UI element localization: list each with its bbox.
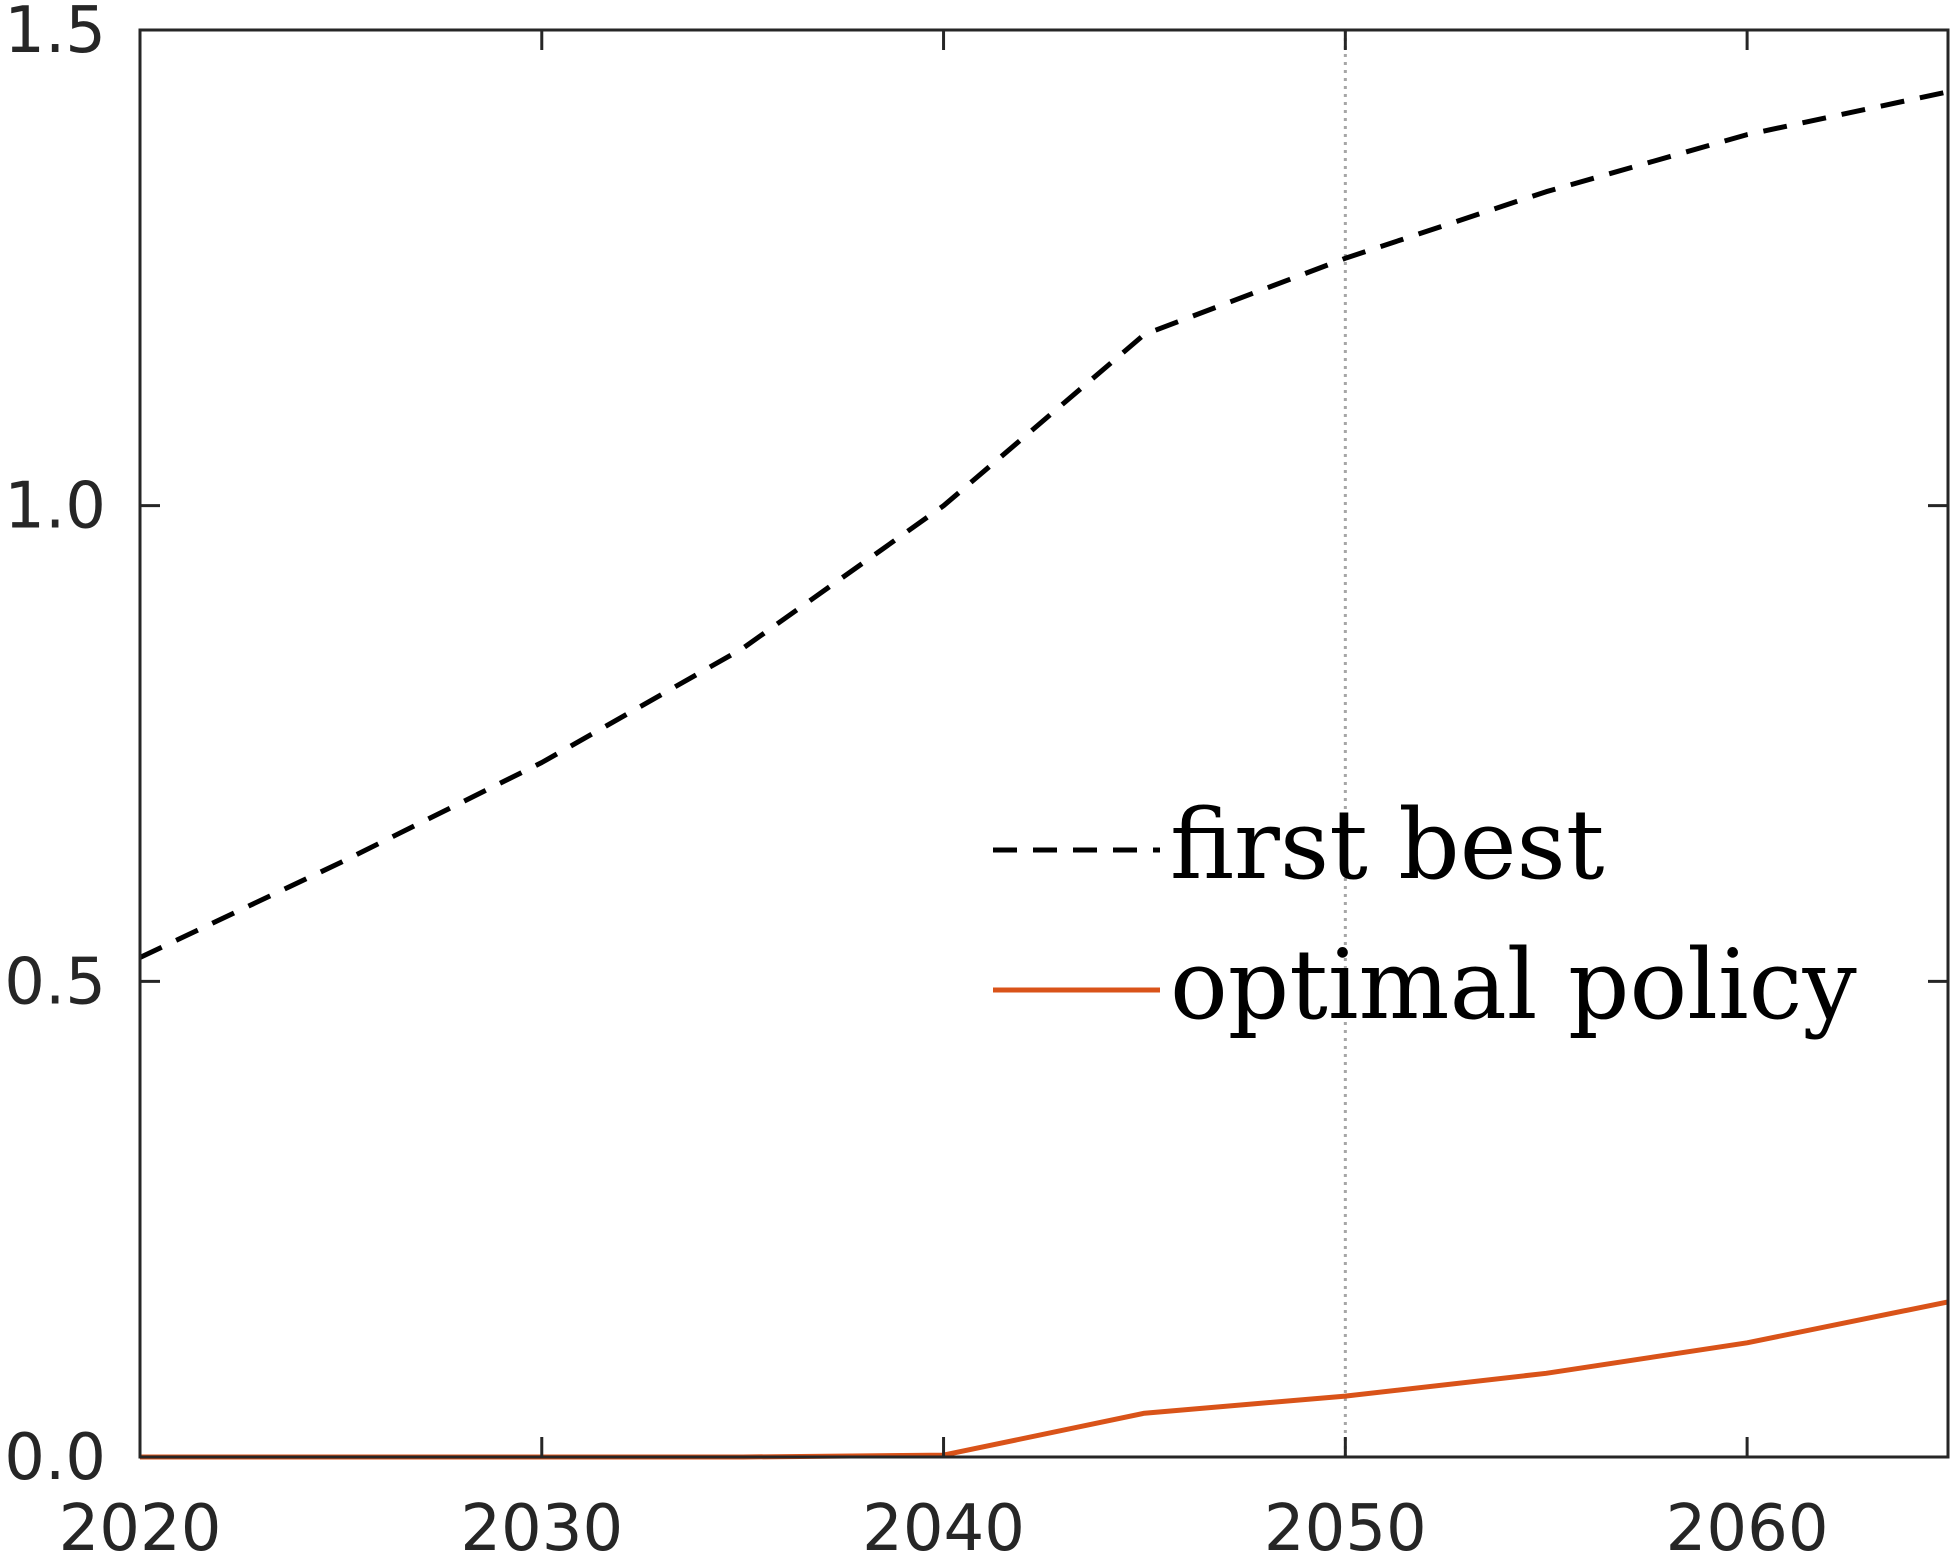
legend-label-optimal-policy: optimal policy (1170, 929, 1857, 1041)
y-tick-label-0: 0.0 (4, 1421, 106, 1495)
x-tick-label-2060: 2060 (1666, 1492, 1829, 1553)
series-layer (138, 89, 1949, 1460)
x-tick-label-2030: 2030 (460, 1492, 623, 1553)
y-tick-label-1: 1.0 (4, 470, 106, 544)
x-tick-label-2040: 2040 (862, 1492, 1025, 1553)
y-tick-label-0.5: 0.5 (4, 945, 106, 1019)
axes-layer (138, 28, 1950, 1459)
x-tick-label-2020: 2020 (59, 1492, 222, 1553)
y-tick-label-1.5: 1.5 (4, 0, 106, 68)
x-tick-label-2050: 2050 (1264, 1492, 1427, 1553)
plot-frame (138, 28, 1950, 1459)
legend-label-first-best: first best (1170, 789, 1604, 901)
legend: first best optimal policy (993, 789, 1857, 1041)
series-line-first-best (138, 89, 1949, 960)
ticks-layer: 2020 2030 2040 2050 2060 0.0 0.5 1.0 1.5 (4, 0, 1948, 1553)
series-line-optimal-policy (140, 1299, 1949, 1460)
